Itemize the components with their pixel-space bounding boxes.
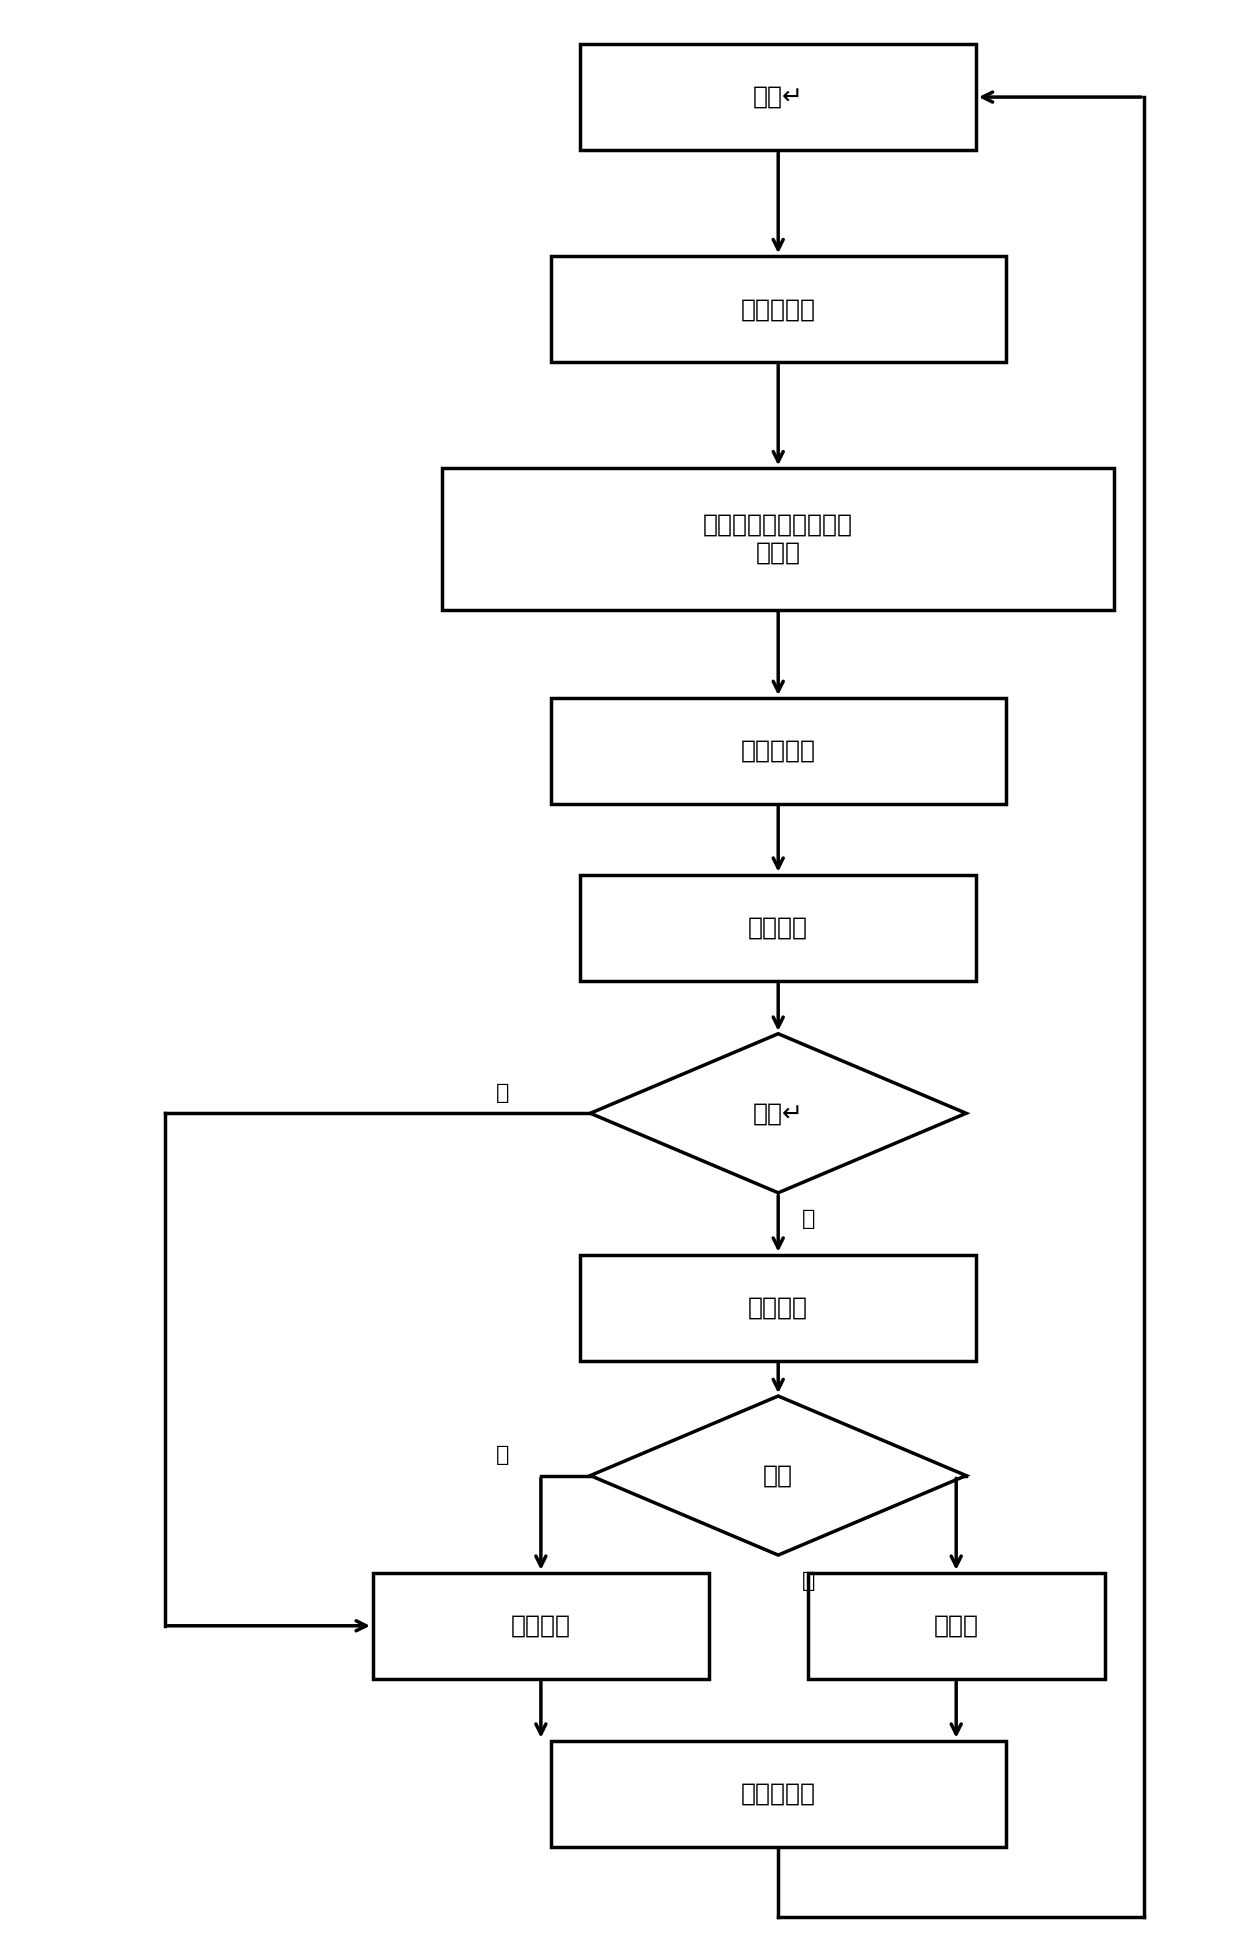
Text: 合格: 合格	[763, 1464, 794, 1488]
Text: 不合格区: 不合格区	[511, 1614, 570, 1637]
Text: 合格↵: 合格↵	[753, 1101, 804, 1124]
Text: 是: 是	[802, 1571, 816, 1590]
Text: 边缘检测和零件几何特
征提取: 边缘检测和零件几何特 征提取	[703, 513, 853, 565]
Text: 是: 是	[802, 1208, 816, 1229]
Bar	[808, 1573, 1105, 1678]
Bar	[580, 874, 976, 981]
Text: 否: 否	[496, 1084, 508, 1103]
Bar	[551, 256, 1006, 361]
Text: 开始↵: 开始↵	[753, 85, 804, 109]
Bar	[551, 697, 1006, 804]
Text: 摄像机标定: 摄像机标定	[740, 740, 816, 763]
Bar	[551, 1740, 1006, 1847]
Bar	[580, 45, 976, 150]
Polygon shape	[590, 1396, 966, 1556]
Bar	[441, 468, 1115, 610]
Bar	[373, 1573, 709, 1678]
Text: 下一个零件: 下一个零件	[740, 1781, 816, 1806]
Text: 否: 否	[496, 1445, 508, 1466]
Polygon shape	[590, 1033, 966, 1192]
Bar	[580, 1255, 976, 1361]
Text: 缺陷检测: 缺陷检测	[748, 917, 808, 940]
Text: 尺寸检测: 尺寸检测	[748, 1295, 808, 1321]
Text: 图像预处理: 图像预处理	[740, 297, 816, 320]
Text: 合格区: 合格区	[934, 1614, 978, 1637]
